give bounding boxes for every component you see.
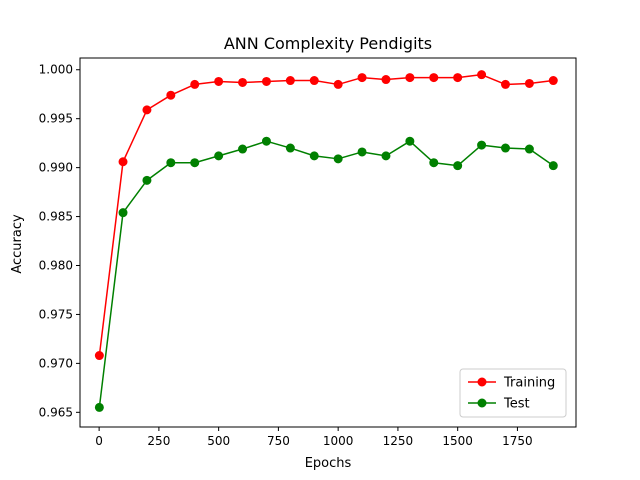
axes-frame — [79, 57, 577, 428]
x-axis-label: Epochs — [305, 456, 352, 471]
x-axis-ticks: 0 250 500 750 1000 1250 1500 1750 — [95, 427, 533, 448]
y-tick-label: 0.965 — [39, 405, 73, 419]
data-point-training — [261, 76, 271, 86]
data-point-training — [142, 105, 152, 115]
data-point-training — [118, 157, 128, 167]
data-point-test — [429, 158, 439, 168]
legend-marker-training — [477, 377, 487, 387]
legend-label-test: Test — [503, 397, 530, 412]
data-point-training — [238, 77, 248, 87]
y-tick-label: 0.995 — [39, 112, 73, 126]
x-tick-label: 500 — [207, 434, 230, 448]
y-tick-label: 0.990 — [39, 161, 73, 175]
data-point-test — [381, 151, 391, 161]
data-point-test — [238, 144, 248, 154]
data-point-training — [548, 76, 558, 86]
data-point-training — [405, 73, 415, 83]
data-point-training — [214, 76, 224, 86]
data-point-training — [166, 90, 176, 100]
y-tick-label: 0.980 — [39, 259, 73, 273]
data-point-training — [524, 78, 534, 88]
data-point-training — [190, 79, 200, 89]
data-point-test — [333, 154, 343, 164]
data-point-test — [548, 161, 558, 171]
legend-box — [459, 368, 567, 418]
data-point-test — [453, 161, 463, 171]
legend: Training Test — [459, 368, 567, 418]
data-point-test — [261, 136, 271, 146]
data-point-test — [524, 144, 534, 154]
data-point-test — [285, 143, 295, 153]
x-tick-label: 1250 — [383, 434, 414, 448]
x-tick-label: 250 — [147, 434, 170, 448]
data-point-test — [214, 151, 224, 161]
data-point-training — [381, 75, 391, 85]
data-point-test — [94, 402, 104, 412]
data-point-test — [142, 175, 152, 185]
y-tick-label: 0.985 — [39, 210, 73, 224]
data-point-test — [190, 158, 200, 168]
data-point-training — [477, 70, 487, 80]
x-tick-label: 750 — [267, 434, 290, 448]
data-point-test — [309, 151, 319, 161]
data-point-test — [477, 140, 487, 150]
legend-label-training: Training — [503, 376, 555, 391]
legend-marker-test — [477, 398, 487, 408]
data-point-training — [333, 79, 343, 89]
data-point-training — [453, 73, 463, 83]
data-point-test — [357, 147, 367, 157]
chart-title: ANN Complexity Pendigits — [224, 34, 432, 53]
data-point-training — [500, 79, 510, 89]
x-tick-label: 1000 — [323, 434, 354, 448]
y-tick-label: 1.000 — [39, 63, 73, 77]
x-tick-label: 0 — [95, 434, 103, 448]
data-point-training — [285, 76, 295, 86]
data-point-test — [166, 158, 176, 168]
x-tick-label: 1500 — [442, 434, 473, 448]
plot-area — [79, 57, 577, 428]
y-tick-label: 0.970 — [39, 356, 73, 370]
y-axis-ticks: 0.965 0.970 0.975 0.980 0.985 0.990 0.995 1.000 — [39, 63, 80, 419]
data-point-training — [429, 73, 439, 83]
data-point-test — [118, 208, 128, 218]
series-layer — [94, 70, 558, 412]
data-point-test — [500, 143, 510, 153]
data-point-training — [357, 73, 367, 83]
data-point-test — [405, 136, 415, 146]
x-tick-label: 1750 — [502, 434, 533, 448]
y-tick-label: 0.975 — [39, 307, 73, 321]
data-point-training — [309, 76, 319, 86]
data-point-training — [94, 351, 104, 361]
y-axis-label: Accuracy — [10, 214, 25, 274]
